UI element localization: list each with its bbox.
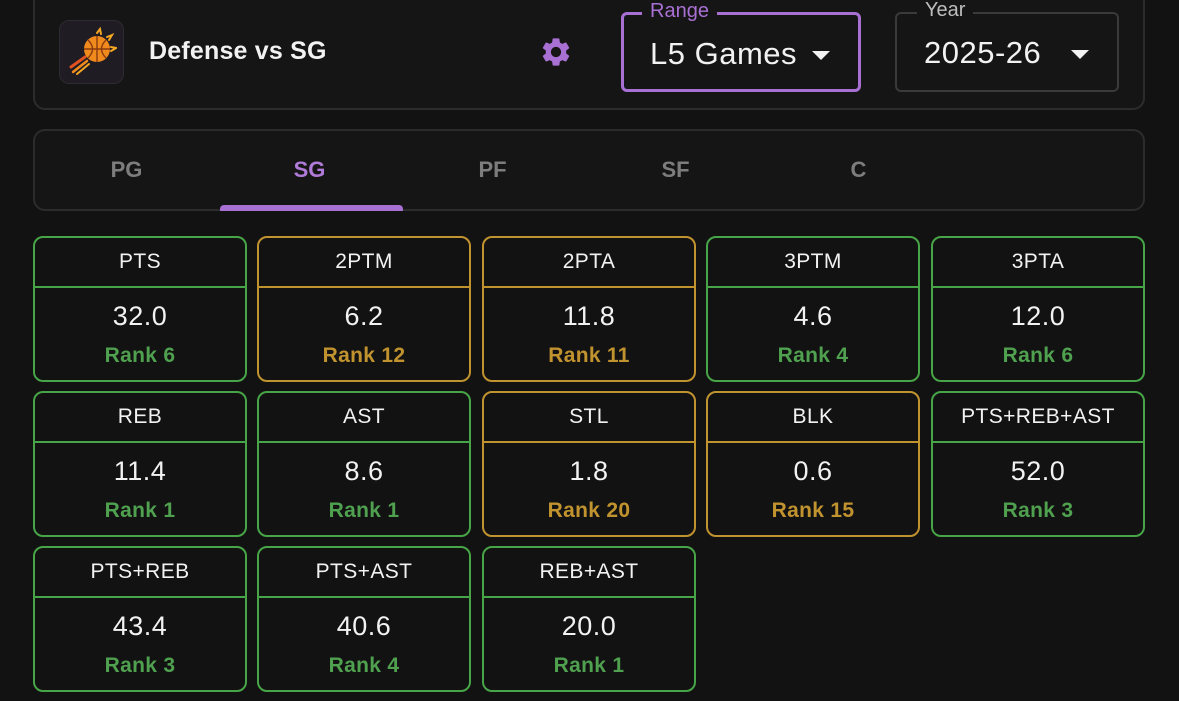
year-legend: Year bbox=[917, 0, 974, 22]
stat-value: 0.6 bbox=[793, 456, 833, 486]
stat-rank: Rank 6 bbox=[1002, 344, 1074, 367]
stat-label: PTS+REB+AST bbox=[933, 393, 1143, 443]
stat-card-2ptm: 2PTM 6.2 Rank 12 bbox=[257, 236, 471, 382]
caret-down-icon bbox=[1071, 50, 1089, 59]
stat-rank: Rank 1 bbox=[328, 499, 400, 522]
stat-label: PTS bbox=[35, 238, 245, 288]
stat-label: BLK bbox=[708, 393, 918, 443]
stat-rank: Rank 6 bbox=[104, 344, 176, 367]
stat-card-pts: PTS 32.0 Rank 6 bbox=[33, 236, 247, 382]
stat-card-stl: STL 1.8 Rank 20 bbox=[482, 391, 696, 537]
stat-value: 20.0 bbox=[561, 611, 617, 641]
stat-card-blk: BLK 0.6 Rank 15 bbox=[706, 391, 920, 537]
gear-icon bbox=[542, 38, 570, 66]
range-value: L5 Games bbox=[650, 36, 798, 71]
stat-card-ast: AST 8.6 Rank 1 bbox=[257, 391, 471, 537]
stat-value: 43.4 bbox=[112, 611, 168, 641]
stat-value: 4.6 bbox=[793, 301, 833, 331]
phoenix-suns-logo-icon bbox=[69, 27, 117, 75]
stat-card-2pta: 2PTA 11.8 Rank 11 bbox=[482, 236, 696, 382]
stat-rank: Rank 1 bbox=[553, 654, 625, 677]
position-tabs: PG SG PF SF C bbox=[33, 129, 1145, 211]
stat-label: PTS+AST bbox=[259, 548, 469, 598]
stat-rank: Rank 3 bbox=[104, 654, 176, 677]
stat-value: 8.6 bbox=[344, 456, 384, 486]
year-value: 2025-26 bbox=[924, 35, 1042, 70]
stat-card-3pta: 3PTA 12.0 Rank 6 bbox=[931, 236, 1145, 382]
stat-card-pts-reb-ast: PTS+REB+AST 52.0 Rank 3 bbox=[931, 391, 1145, 537]
stat-label: 3PTA bbox=[933, 238, 1143, 288]
stat-label: REB+AST bbox=[484, 548, 694, 598]
settings-button[interactable] bbox=[537, 33, 575, 71]
stat-value: 11.8 bbox=[562, 301, 616, 331]
stat-value: 52.0 bbox=[1010, 456, 1066, 486]
range-select[interactable]: Range L5 Games bbox=[621, 0, 861, 92]
stat-label: AST bbox=[259, 393, 469, 443]
tab-sg[interactable]: SG bbox=[293, 157, 326, 182]
stat-rank: Rank 1 bbox=[104, 499, 176, 522]
year-select[interactable]: Year 2025-26 bbox=[895, 0, 1119, 92]
stat-value: 1.8 bbox=[569, 456, 609, 486]
stat-value: 6.2 bbox=[344, 301, 384, 331]
stat-value: 12.0 bbox=[1010, 301, 1066, 331]
stat-rank: Rank 3 bbox=[1002, 499, 1074, 522]
stat-label: PTS+REB bbox=[35, 548, 245, 598]
stat-rank: Rank 4 bbox=[328, 654, 400, 677]
range-legend: Range bbox=[642, 0, 717, 23]
stat-label: REB bbox=[35, 393, 245, 443]
stat-value: 40.6 bbox=[336, 611, 392, 641]
stat-label: 3PTM bbox=[708, 238, 918, 288]
stat-rank: Rank 4 bbox=[777, 344, 849, 367]
stat-rank: Rank 11 bbox=[548, 344, 630, 367]
tab-pf[interactable]: PF bbox=[478, 157, 507, 182]
stat-label: 2PTA bbox=[484, 238, 694, 288]
active-tab-indicator bbox=[220, 205, 403, 211]
stat-value: 32.0 bbox=[112, 301, 168, 331]
stat-card-pts-ast: PTS+AST 40.6 Rank 4 bbox=[257, 546, 471, 692]
stat-rank: Rank 15 bbox=[771, 499, 855, 522]
tab-c[interactable]: C bbox=[850, 157, 867, 182]
team-logo bbox=[59, 20, 124, 84]
stat-card-reb: REB 11.4 Rank 1 bbox=[33, 391, 247, 537]
stat-rank: Rank 20 bbox=[547, 499, 631, 522]
stat-card-reb-ast: REB+AST 20.0 Rank 1 bbox=[482, 546, 696, 692]
stat-card-pts-reb: PTS+REB 43.4 Rank 3 bbox=[33, 546, 247, 692]
stat-label: 2PTM bbox=[259, 238, 469, 288]
stat-rank: Rank 12 bbox=[322, 344, 406, 367]
stat-card-3ptm: 3PTM 4.6 Rank 4 bbox=[706, 236, 920, 382]
tab-sf[interactable]: SF bbox=[661, 157, 690, 182]
tab-pg[interactable]: PG bbox=[110, 157, 143, 182]
stat-value: 11.4 bbox=[113, 456, 167, 486]
stat-label: STL bbox=[484, 393, 694, 443]
page-title: Defense vs SG bbox=[149, 37, 327, 65]
caret-down-icon bbox=[812, 51, 830, 60]
